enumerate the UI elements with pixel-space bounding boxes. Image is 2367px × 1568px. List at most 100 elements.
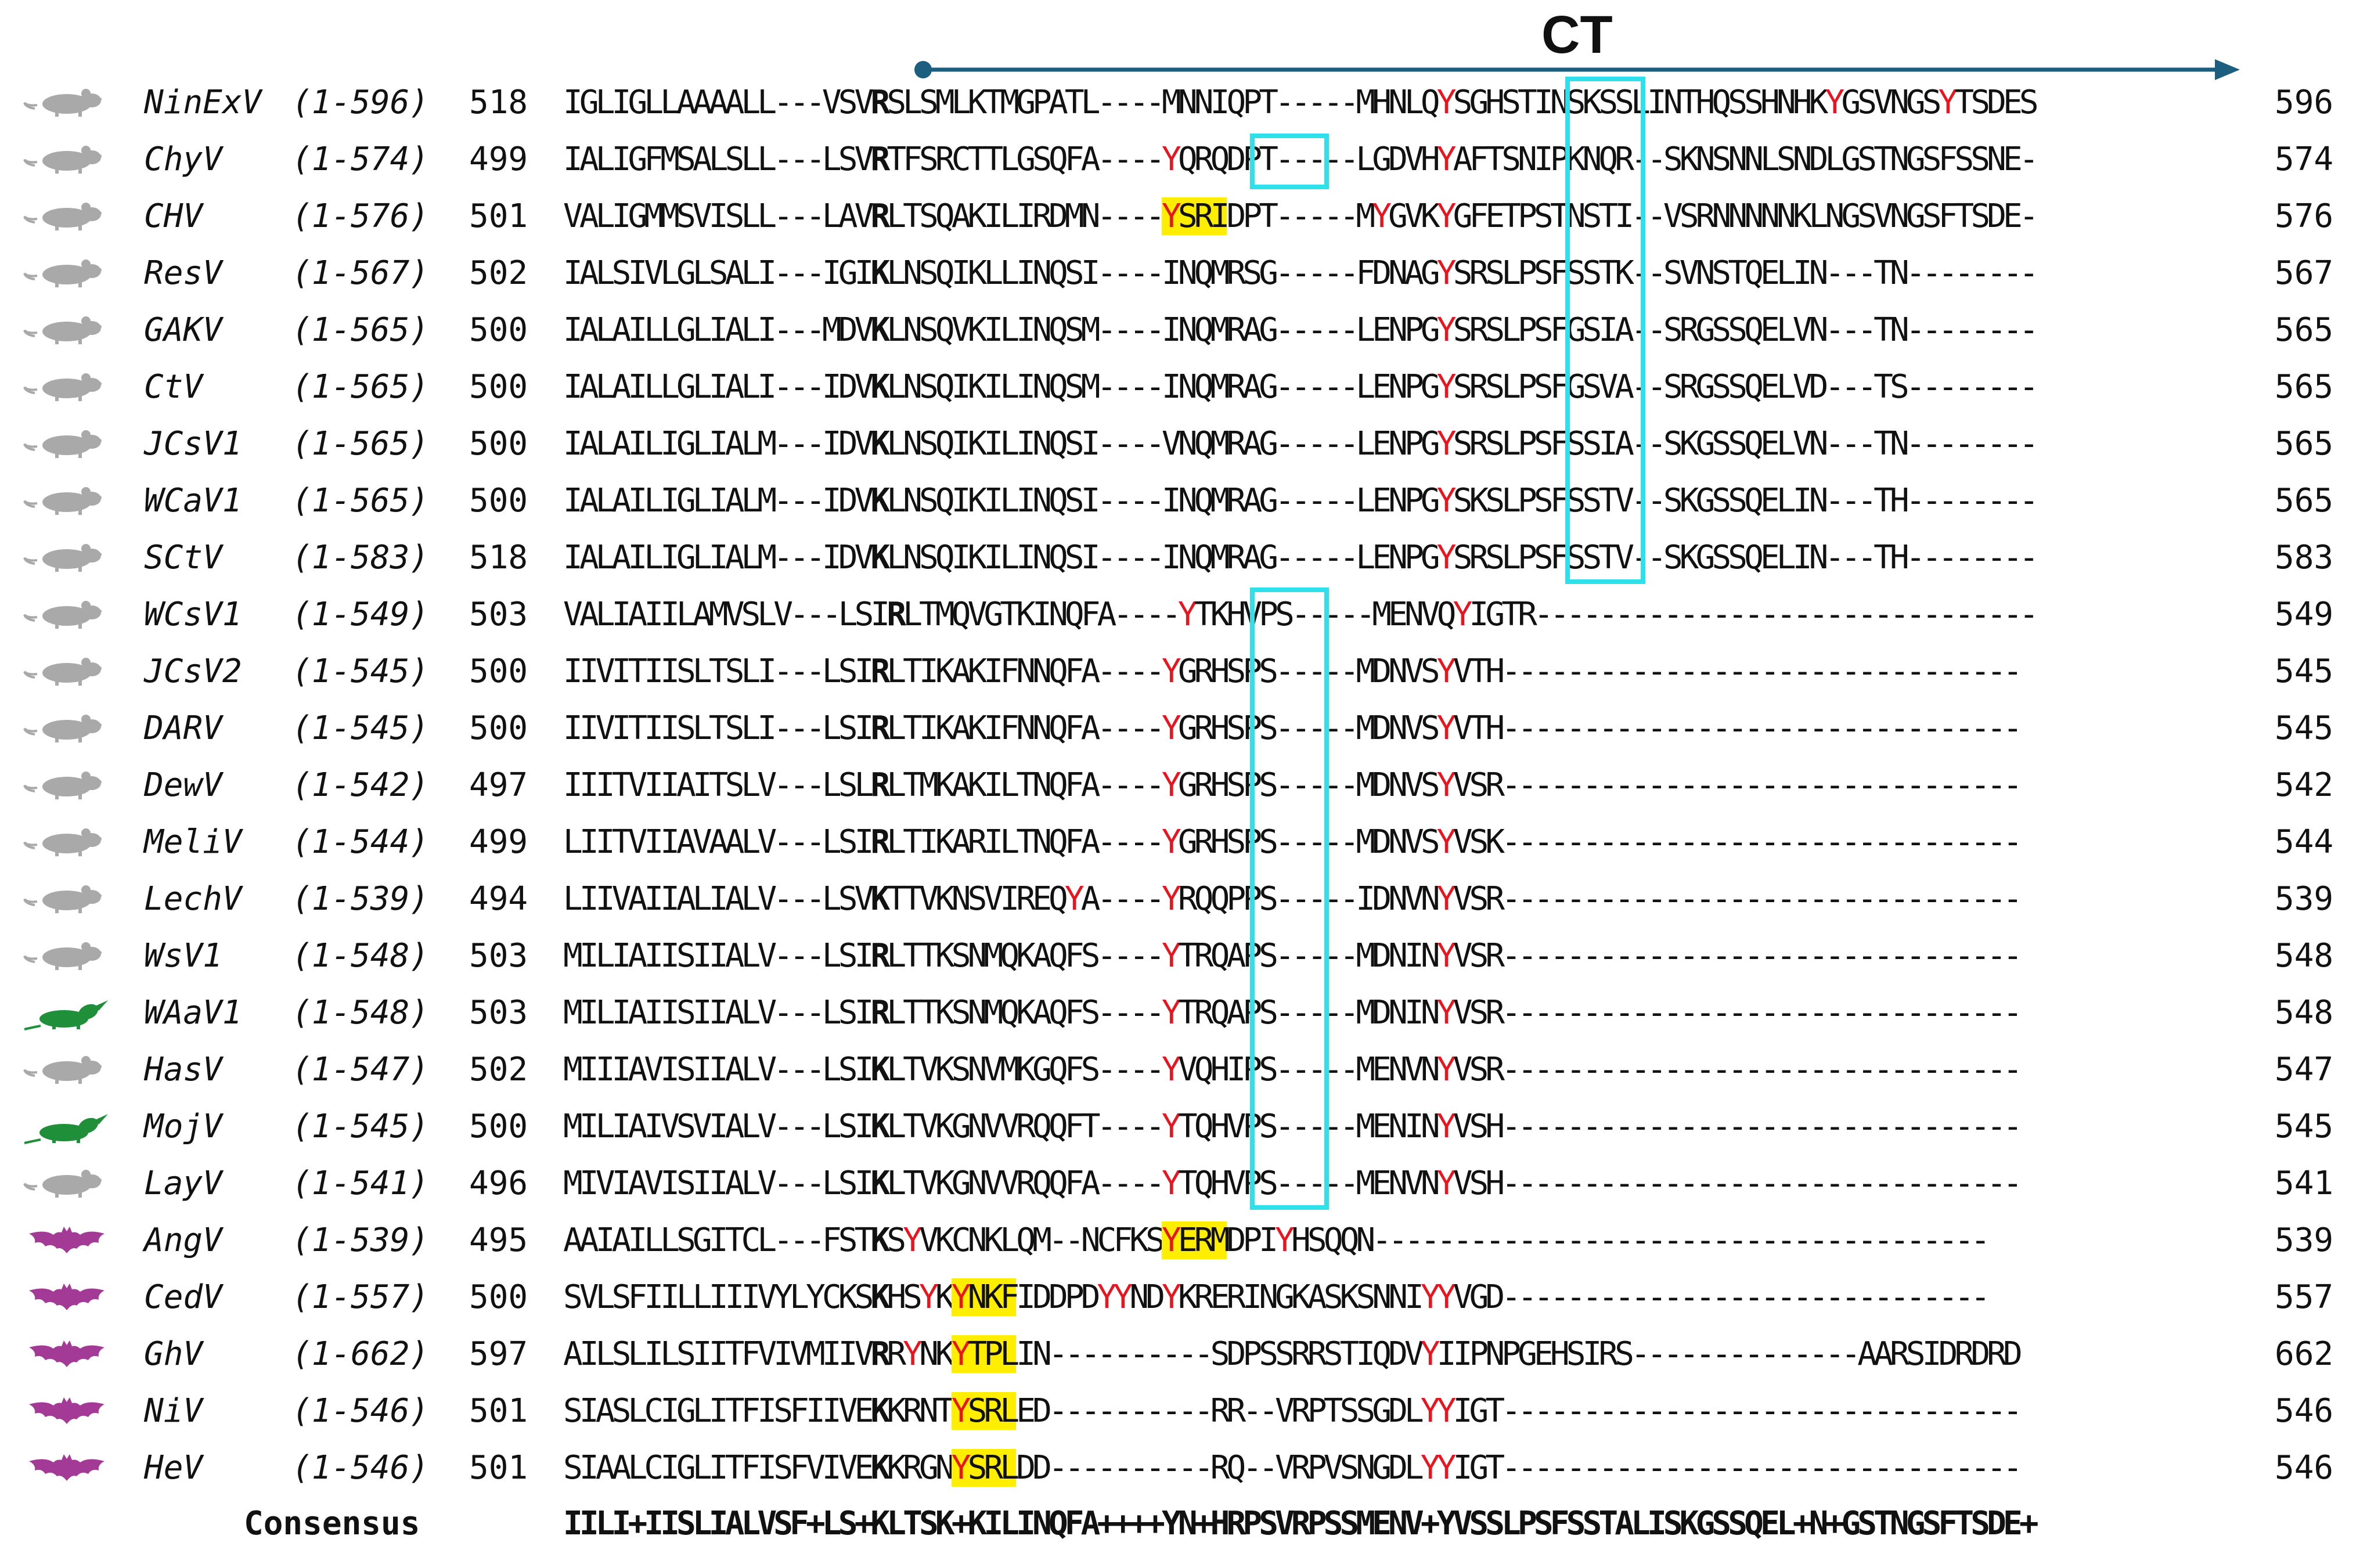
- ct-region-label: CT: [1541, 5, 1613, 64]
- end-position: 565: [2275, 425, 2334, 463]
- end-position: 596: [2275, 84, 2334, 121]
- end-position: 549: [2275, 596, 2334, 633]
- start-position: 500: [469, 1108, 528, 1145]
- sequence: MILIAIISIIALV---LSIRLTTKSNMQKAQFS----YTR…: [563, 994, 2023, 1032]
- sequence: SIASLCIGLITFISFIIVEKKRNTYSRLED----------…: [563, 1392, 2023, 1430]
- sequence: MILIAIVSVIALV---LSIKLTVKGNVVRQQFT----YTQ…: [563, 1108, 2023, 1145]
- protein-range: (1-583): [292, 539, 430, 576]
- virus-name: CtV: [144, 368, 203, 406]
- virus-name: WCsV1: [144, 596, 242, 633]
- end-position: 574: [2275, 140, 2334, 178]
- sequence: IALAILIGLIALM---IDVKLNSQIKILINQSI----VNQ…: [563, 425, 2039, 463]
- virus-name: LechV: [144, 880, 242, 918]
- virus-name: HeV: [144, 1449, 203, 1487]
- consensus-label: Consensus: [244, 1505, 420, 1542]
- protein-range: (1-545): [292, 653, 430, 690]
- sequence: LIIVAIIALIALV---LSVKTTVKNSVIREQYA----YRQ…: [563, 880, 2023, 918]
- rodent-icon: [23, 882, 110, 917]
- start-position: 500: [469, 653, 528, 690]
- protein-range: (1-546): [292, 1449, 430, 1487]
- end-position: 545: [2275, 653, 2334, 690]
- start-position: 502: [469, 1051, 528, 1088]
- rodent-icon: [23, 1052, 110, 1087]
- virus-name: NiV: [144, 1392, 203, 1430]
- start-position: 500: [469, 368, 528, 406]
- start-position: 500: [469, 1278, 528, 1316]
- rodent-icon: [23, 142, 110, 177]
- sequence: AILSLILSIITFVIVMIIVRRYNKYTPLIN----------…: [563, 1335, 2023, 1373]
- protein-range: (1-548): [292, 994, 430, 1032]
- protein-range: (1-548): [292, 937, 430, 975]
- protein-range: (1-567): [292, 254, 430, 292]
- virus-name: WAaV1: [144, 994, 242, 1032]
- sequence: IALAILIGLIALM---IDVKLNSQIKILINQSI----INQ…: [563, 539, 2039, 576]
- rodent-icon: [23, 313, 110, 348]
- virus-name: GhV: [144, 1335, 203, 1373]
- end-position: 565: [2275, 482, 2334, 520]
- virus-name: DewV: [144, 766, 222, 804]
- shrew-icon: [23, 1109, 110, 1144]
- start-position: 500: [469, 425, 528, 463]
- start-position: 501: [469, 1449, 528, 1487]
- end-position: 557: [2275, 1278, 2334, 1316]
- protein-range: (1-545): [292, 1108, 430, 1145]
- rodent-icon: [23, 85, 110, 120]
- start-position: 496: [469, 1165, 528, 1202]
- rodent-icon: [23, 939, 110, 974]
- ct-arrow-start-dot: [914, 61, 932, 78]
- sequence: IIITVIIAITSLV---LSLRLTMKAKILTNQFA----YGR…: [563, 766, 2023, 804]
- start-position: 500: [469, 311, 528, 349]
- start-position: 494: [469, 880, 528, 918]
- protein-range: (1-565): [292, 425, 430, 463]
- rodent-icon: [23, 540, 110, 575]
- virus-name: AngV: [144, 1221, 222, 1259]
- start-position: 597: [469, 1335, 528, 1373]
- end-position: 565: [2275, 311, 2334, 349]
- bat-icon: [23, 1337, 110, 1372]
- sequence: AAIAILLSGITCL---FSTKSYVKCNKLQM--NCFKSYER…: [563, 1221, 1990, 1259]
- virus-name: SCtV: [144, 539, 222, 576]
- rodent-icon: [23, 768, 110, 803]
- virus-name: JCsV2: [144, 653, 242, 690]
- protein-range: (1-542): [292, 766, 430, 804]
- sequence: IALAILLGLIALI---IDVKLNSQIKILINQSM----INQ…: [563, 368, 2039, 406]
- shrew-icon: [23, 996, 110, 1030]
- protein-range: (1-541): [292, 1165, 430, 1202]
- sequence: IALAILIGLIALM---IDVKLNSQIKILINQSI----INQ…: [563, 482, 2039, 520]
- start-position: 499: [469, 823, 528, 861]
- sequence: IALSIVLGLSALI---IGIKLNSQIKLLINQSI----INQ…: [563, 254, 2039, 292]
- end-position: 547: [2275, 1051, 2334, 1088]
- virus-name: GAKV: [144, 311, 222, 349]
- virus-name: WsV1: [144, 937, 222, 975]
- sequence: VALIAIILAMVSLV---LSIRLTMQVGTKINQFA----YT…: [563, 596, 2039, 633]
- sequence: SIAALCIGLITFISFVIVEKKRGNYSRLDD----------…: [563, 1449, 2023, 1487]
- rodent-icon: [23, 711, 110, 746]
- sequence: MILIAIISIIALV---LSIRLTTKSNMQKAQFS----YTR…: [563, 937, 2023, 975]
- protein-range: (1-662): [292, 1335, 430, 1373]
- virus-name: JCsV1: [144, 425, 242, 463]
- ct-arrow-head: [2215, 59, 2240, 80]
- start-position: 499: [469, 140, 528, 178]
- rodent-icon: [23, 1166, 110, 1201]
- rodent-icon: [23, 199, 110, 234]
- protein-range: (1-596): [292, 84, 430, 121]
- virus-name: DARV: [144, 709, 222, 747]
- rodent-icon: [23, 427, 110, 462]
- protein-range: (1-539): [292, 1221, 430, 1259]
- bat-icon: [23, 1223, 110, 1258]
- end-position: 542: [2275, 766, 2334, 804]
- end-position: 567: [2275, 254, 2334, 292]
- sequence: LIITVIIAVAALV---LSIRLTIKARILTNQFA----YGR…: [563, 823, 2023, 861]
- virus-name: NinExV: [144, 84, 262, 121]
- end-position: 548: [2275, 937, 2334, 975]
- sequence: IGLIGLLAAAALL---VSVRSLSMLKTMGPATL----MNN…: [563, 84, 2039, 121]
- protein-range: (1-565): [292, 368, 430, 406]
- start-position: 503: [469, 994, 528, 1032]
- end-position: 544: [2275, 823, 2334, 861]
- virus-name: HasV: [144, 1051, 222, 1088]
- protein-range: (1-574): [292, 140, 430, 178]
- protein-range: (1-557): [292, 1278, 430, 1316]
- rodent-icon: [23, 597, 110, 632]
- start-position: 518: [469, 84, 528, 121]
